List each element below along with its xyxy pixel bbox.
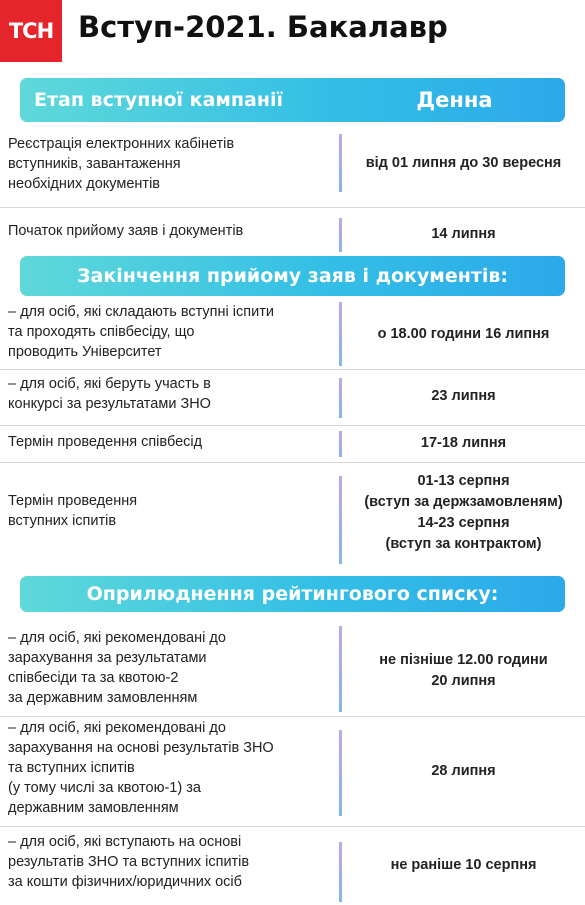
row-label: – для осіб, які рекомендовані до зарахува…	[8, 630, 226, 706]
row-value: 01-13 серпня (вступ за держзамовленям) 14-…	[364, 473, 563, 552]
row-label: Термін проведення співбесід	[8, 434, 203, 450]
table-row: Початок прийому заяв і документів 14 лип…	[0, 212, 585, 252]
row-value: 28 липня	[431, 763, 496, 779]
table-row: – для осіб, які беруть участь в конкурсі …	[0, 374, 585, 422]
row-value: 23 липня	[431, 388, 496, 404]
row-label: Термін проведення вступних іспитів	[8, 493, 138, 529]
row-divider	[339, 431, 342, 457]
row-separator	[0, 716, 585, 717]
page-title: Вступ-2021. Бакалавр	[78, 10, 448, 44]
row-divider	[339, 842, 342, 902]
row-divider	[339, 378, 342, 418]
section-header-ranking: Оприлюднення рейтингового списку:	[20, 576, 565, 612]
row-value: від 01 липня до 30 вересня	[365, 155, 562, 171]
row-separator	[0, 207, 585, 208]
row-divider	[339, 476, 342, 564]
table-row: Термін проведення співбесід 17-18 липня	[0, 429, 585, 459]
row-label: – для осіб, які складають вступні іспити…	[8, 304, 274, 360]
row-divider	[339, 218, 342, 252]
mode-column-header: Денна	[416, 88, 493, 112]
row-label: – для осіб, які рекомендовані до зарахува…	[8, 720, 274, 816]
table-header: Етап вступної кампанії Денна	[20, 78, 565, 122]
row-divider	[339, 626, 342, 712]
table-row: – для осіб, які рекомендовані до зарахува…	[0, 626, 585, 714]
row-divider	[339, 134, 342, 192]
row-separator	[0, 369, 585, 370]
table-row: Термін проведення вступних іспитів 01-13 …	[0, 470, 585, 564]
section-header-deadline: Закінчення прийому заяв і документів:	[20, 256, 565, 296]
row-label: Початок прийому заяв і документів	[8, 223, 244, 239]
row-separator	[0, 425, 585, 426]
row-label: Реєстрація електронних кабінетів вступник…	[8, 136, 235, 192]
row-separator	[0, 826, 585, 827]
table-row: – для осіб, які вступають на основі резул…	[0, 832, 585, 902]
table-row: – для осіб, які рекомендовані до зарахува…	[0, 718, 585, 822]
row-label: – для осіб, які вступають на основі резул…	[8, 834, 250, 890]
row-value: не раніше 10 серпня	[390, 857, 537, 873]
row-divider	[339, 302, 342, 366]
row-value: 17-18 липня	[420, 435, 507, 451]
table-row: – для осіб, які складають вступні іспити…	[0, 302, 585, 370]
row-label: – для осіб, які беруть участь в конкурсі …	[8, 376, 211, 412]
row-separator	[0, 462, 585, 463]
stage-column-header: Етап вступної кампанії	[34, 89, 284, 111]
table-row: Реєстрація електронних кабінетів вступник…	[0, 130, 585, 204]
tsn-logo: ТСН	[0, 0, 62, 62]
row-value: о 18.00 години 16 липня	[377, 326, 550, 342]
row-value: 14 липня	[431, 226, 496, 242]
row-value: не пізніше 12.00 години 20 липня	[379, 652, 548, 689]
row-divider	[339, 730, 342, 816]
